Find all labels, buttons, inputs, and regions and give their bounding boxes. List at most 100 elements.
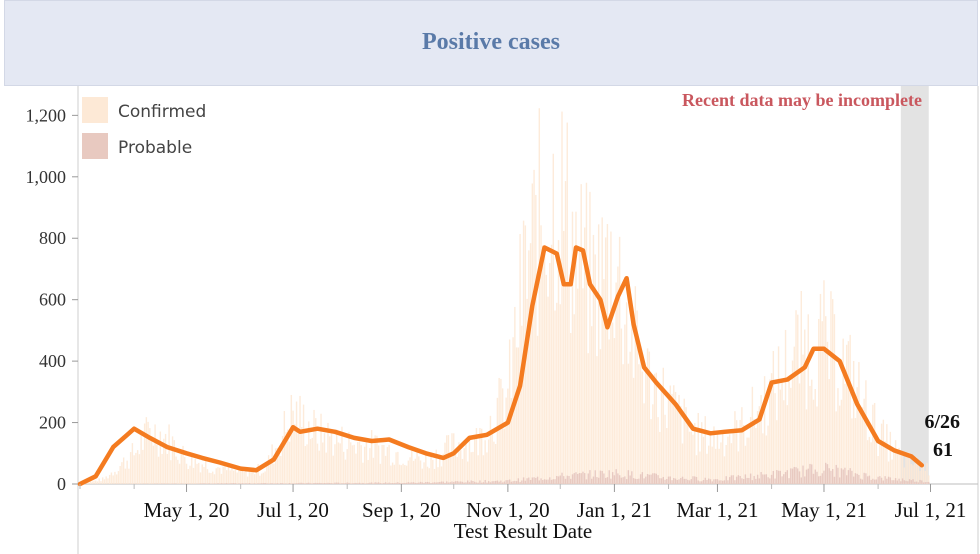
confirmed-bar (845, 344, 848, 484)
callout-value: 61 (933, 439, 953, 461)
confirmed-bar (112, 475, 114, 484)
confirmed-bar (879, 445, 881, 484)
probable-bar (620, 477, 623, 484)
confirmed-bar (655, 372, 658, 484)
probable-bar (749, 473, 752, 484)
probable-bar (812, 473, 815, 484)
confirmed-bar (749, 416, 752, 484)
confirmed-bar (903, 467, 906, 484)
confirmed-bar (685, 407, 687, 484)
x-tick-label: Jan 1, 21 (577, 498, 652, 522)
confirmed-bar (86, 482, 88, 484)
confirmed-bar (423, 462, 425, 484)
confirmed-bar (720, 442, 722, 484)
probable-bar (917, 482, 919, 484)
probable-bar (554, 479, 556, 484)
probable-bar (341, 483, 343, 484)
confirmed-bar (631, 315, 633, 484)
confirmed-bar (730, 443, 733, 484)
probable-bar (512, 481, 514, 484)
probable-bar (246, 483, 249, 484)
confirmed-bar (281, 435, 284, 484)
confirmed-bar (545, 274, 547, 484)
confirmed-bar (908, 452, 911, 484)
probable-bar (543, 479, 546, 484)
confirmed-bar (783, 400, 785, 484)
confirmed-bar (735, 420, 738, 484)
confirmed-bar (563, 230, 565, 484)
probable-bar (884, 476, 886, 484)
x-axis-label: Test Result Date (454, 519, 593, 543)
probable-bar (832, 468, 834, 484)
confirmed-bar (343, 451, 345, 484)
probable-bar (702, 480, 705, 484)
confirmed-bar (467, 461, 469, 484)
probable-bar (781, 476, 783, 484)
confirmed-bar (746, 437, 748, 484)
probable-bar (798, 471, 801, 484)
probable-bar (699, 481, 701, 484)
probable-bar (774, 478, 776, 484)
confirmed-bar (426, 466, 429, 484)
confirmed-bar (185, 463, 188, 484)
confirmed-bar (652, 404, 654, 484)
probable-bar (540, 478, 542, 484)
probable-bar (624, 476, 626, 484)
probable-bar (320, 482, 322, 484)
confirmed-bar (714, 448, 717, 484)
confirmed-bar (327, 422, 329, 484)
confirmed-bar (727, 436, 729, 484)
confirmed-bar (725, 444, 727, 484)
confirmed-bar (276, 447, 279, 484)
probable-bar (384, 482, 387, 484)
confirmed-bar (571, 211, 574, 485)
confirmed-bar (784, 329, 787, 484)
confirmed-bar (797, 314, 799, 484)
confirmed-bar (250, 469, 252, 484)
confirmed-bar (267, 455, 270, 484)
confirmed-bar (421, 468, 423, 484)
probable-bar (515, 481, 518, 484)
confirmed-bar (320, 413, 322, 484)
confirmed-bar (329, 436, 331, 484)
probable-bar (439, 482, 441, 484)
confirmed-bar (246, 476, 249, 484)
probable-bar (926, 481, 928, 484)
probable-bar (650, 474, 652, 484)
confirmed-bar (346, 449, 348, 484)
probable-bar (423, 482, 425, 484)
probable-bar (501, 482, 504, 484)
confirmed-bar (290, 394, 293, 484)
probable-bar (365, 483, 368, 484)
probable-bar (849, 468, 851, 484)
confirmed-bar (494, 443, 497, 484)
probable-bar (753, 475, 755, 484)
confirmed-bar (517, 347, 520, 484)
confirmed-bar (538, 108, 541, 484)
confirmed-bar (531, 183, 534, 484)
confirmed-bar (557, 240, 560, 484)
probable-bar (704, 477, 706, 484)
confirmed-bar (208, 472, 210, 484)
probable-bar (739, 476, 741, 484)
probable-bar (632, 478, 635, 484)
confirmed-bar (311, 437, 313, 484)
probable-bar (486, 482, 488, 484)
confirmed-bar (157, 456, 160, 484)
confirmed-bar (365, 441, 368, 484)
confirmed-bar (554, 310, 556, 484)
confirmed-bar (812, 399, 815, 484)
confirmed-bar (486, 452, 488, 484)
probable-bar (898, 478, 900, 484)
confirmed-bar (681, 443, 684, 484)
probable-bar (315, 482, 317, 484)
probable-bar (316, 483, 319, 484)
probable-bar (367, 483, 369, 484)
confirmed-bar (475, 428, 478, 484)
confirmed-bar (191, 454, 193, 484)
confirmed-bar (922, 465, 925, 484)
confirmed-bar (348, 432, 350, 484)
confirmed-bar (748, 437, 750, 484)
probable-bar (591, 478, 593, 484)
probable-bar (597, 477, 600, 484)
